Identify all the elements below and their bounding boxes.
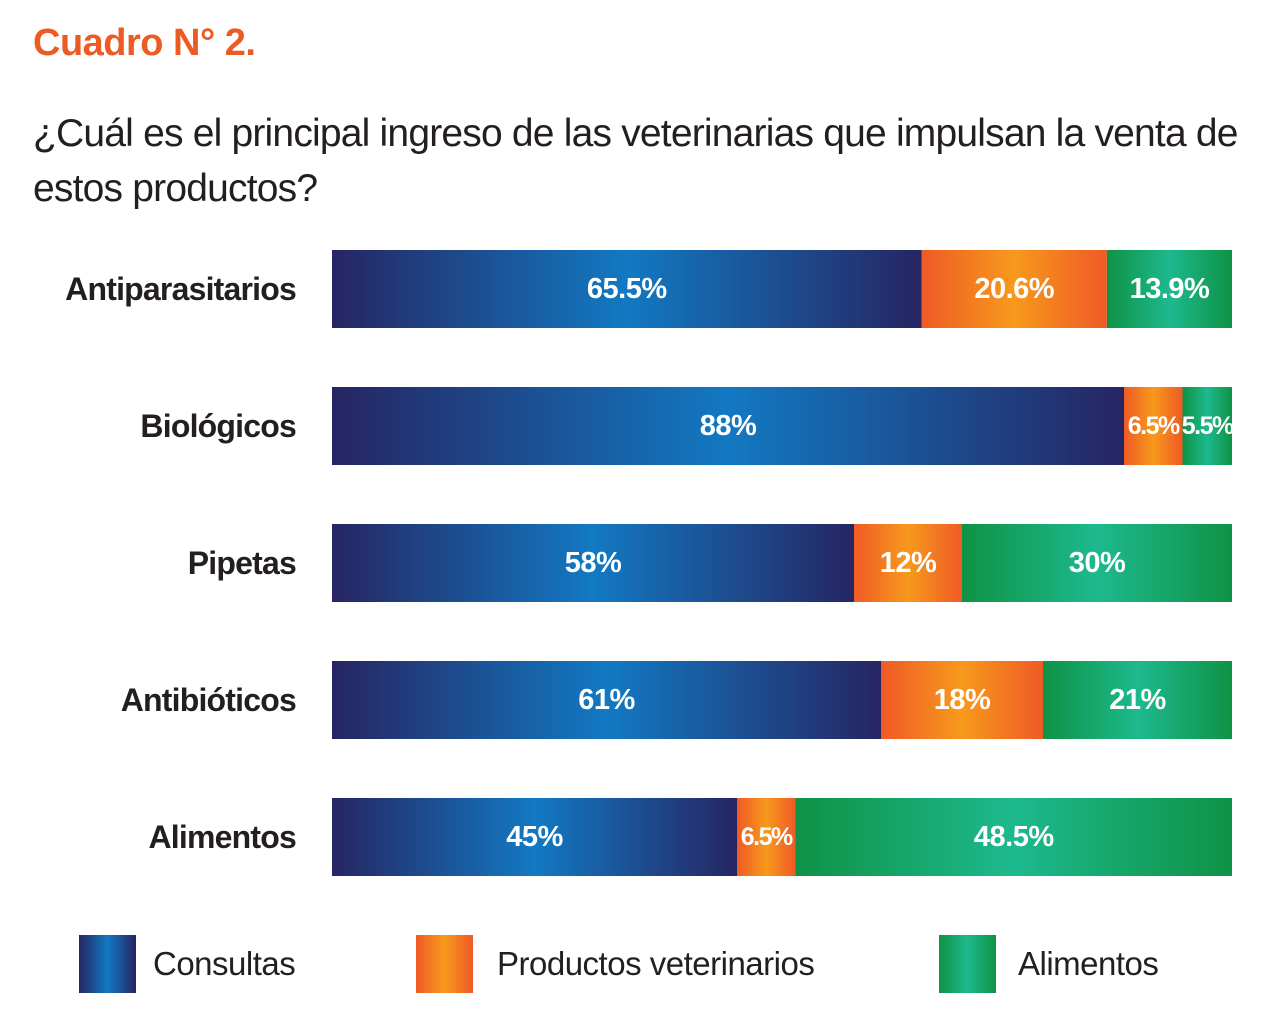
data-label-alimentos-productos-veterinarios: 6.5% [741,823,793,851]
legend-label-productos-veterinarios: Productos veterinarios [497,945,815,982]
data-label-pipetas-consultas: 58% [565,547,622,579]
legend-item-alimentos: Alimentos [939,935,1159,993]
data-label-antiparasitarios-alimentos: 13.9% [1130,273,1210,305]
chart-caption: Cuadro N° 2. [33,22,256,64]
data-label-biologicos-alimentos: 5.5% [1182,412,1234,440]
bar-alimentos-productos-veterinarios [737,798,796,876]
legend-swatch-productos-veterinarios [416,935,473,993]
category-label-antiparasitarios: Antiparasitarios [65,271,296,307]
bar-antiparasitarios-consultas [332,250,922,328]
bar-pipetas-consultas [332,524,854,602]
data-label-antibioticos-alimentos: 21% [1109,684,1166,716]
data-label-pipetas-productos-veterinarios: 12% [880,547,937,579]
data-label-antibioticos-consultas: 61% [578,684,635,716]
category-label-antibioticos: Antibióticos [121,682,296,718]
bar-biologicos-alimentos [1182,387,1232,465]
stacked-bar-chart: Antiparasitarios 65.5% 20.6% 13.9% Biológico… [65,250,1236,876]
data-label-biologicos-consultas: 88% [700,410,757,442]
category-label-biologicos: Biológicos [140,408,296,444]
data-label-alimentos-consultas: 45% [506,821,563,853]
bar-biologicos-productos-veterinarios [1124,387,1183,465]
bar-pipetas-alimentos [962,524,1232,602]
bar-antibioticos-alimentos [1043,661,1232,739]
legend-item-productos-veterinarios: Productos veterinarios [416,935,815,993]
legend-swatch-alimentos [939,935,996,993]
bar-antibioticos-productos-veterinarios [881,661,1043,739]
legend-item-consultas: Consultas [79,935,296,993]
bar-biologicos-consultas [332,387,1124,465]
bar-antibioticos-consultas [332,661,881,739]
data-label-alimentos-alimentos: 48.5% [974,821,1054,853]
data-label-antiparasitarios-productos-veterinarios: 20.6% [974,273,1054,305]
legend-label-alimentos: Alimentos [1018,945,1159,982]
legend-swatch-consultas [79,935,136,993]
data-label-antiparasitarios-consultas: 65.5% [587,273,667,305]
category-label-pipetas: Pipetas [188,545,296,581]
legend-label-consultas: Consultas [153,945,296,982]
bar-antiparasitarios-productos-veterinarios [921,250,1107,328]
bar-pipetas-productos-veterinarios [854,524,962,602]
bar-alimentos-alimentos [795,798,1232,876]
data-label-pipetas-alimentos: 30% [1069,547,1126,579]
chart-question: ¿Cuál es el principal ingreso de las vet… [33,112,1238,210]
data-label-biologicos-productos-veterinarios: 6.5% [1128,412,1180,440]
category-label-alimentos: Alimentos [149,819,297,855]
data-label-antibioticos-productos-veterinarios: 18% [934,684,991,716]
bar-antiparasitarios-alimentos [1106,250,1232,328]
chart-legend: Consultas Productos veterinarios Aliment… [0,935,1266,1005]
bar-alimentos-consultas [332,798,737,876]
